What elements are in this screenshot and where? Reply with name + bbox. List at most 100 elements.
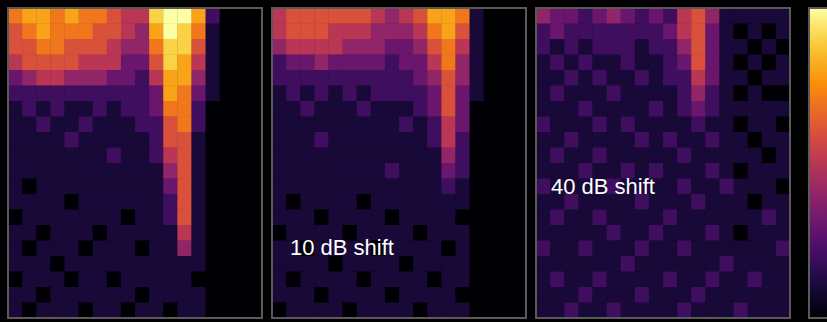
heatmap-cell (748, 86, 763, 102)
heatmap-cell (413, 55, 428, 71)
heatmap-cell (371, 163, 386, 179)
heatmap-cell (734, 225, 749, 241)
heatmap-cell (135, 287, 150, 303)
heatmap-cell (635, 303, 650, 319)
heatmap-cell (135, 70, 150, 86)
heatmap-cell (734, 179, 749, 195)
heatmap-cell (22, 117, 37, 133)
heatmap-cell (177, 179, 192, 195)
heatmap-cell (107, 241, 122, 257)
heatmap-cell (135, 101, 150, 117)
heatmap-cell (135, 225, 150, 241)
heatmap-cell (441, 86, 456, 102)
heatmap-cell (734, 163, 749, 179)
heatmap-cell (93, 163, 108, 179)
heatmap-cell (149, 225, 164, 241)
heatmap-cell (64, 8, 79, 24)
heatmap-cell (64, 241, 79, 257)
heatmap-cell (776, 117, 791, 133)
heatmap-cell (705, 70, 720, 86)
heatmap-cell (691, 55, 706, 71)
heatmap-cell (328, 70, 343, 86)
heatmap-cell (427, 117, 442, 133)
heatmap-cell (719, 24, 734, 40)
heatmap-cell (121, 55, 136, 71)
heatmap-cell (578, 272, 593, 288)
heatmap-cell (441, 163, 456, 179)
heatmap-cell (300, 39, 315, 55)
heatmap-cell (776, 86, 791, 102)
heatmap-cell (220, 39, 235, 55)
heatmap-cell (512, 303, 527, 319)
heatmap-cell (50, 225, 65, 241)
heatmap-cell (8, 179, 23, 195)
heatmap-cell (762, 272, 777, 288)
heatmap-cell (550, 132, 565, 148)
heatmap-cell (79, 241, 94, 257)
heatmap-cell (357, 194, 372, 210)
heatmap-cell (206, 179, 221, 195)
heatmap-cell (413, 179, 428, 195)
heatmap-cell (79, 194, 94, 210)
heatmap-cell (455, 101, 470, 117)
heatmap-cell (635, 39, 650, 55)
heatmap-cell (206, 24, 221, 40)
heatmap-cell (177, 148, 192, 164)
heatmap-cell (79, 210, 94, 226)
heatmap-cell (512, 117, 527, 133)
heatmap-cell (455, 287, 470, 303)
heatmap-cell (286, 24, 301, 40)
heatmap-cell (385, 24, 400, 40)
heatmap-cell (578, 256, 593, 272)
heatmap-cell (470, 194, 485, 210)
heatmap-cell (564, 86, 579, 102)
heatmap-cell (512, 272, 527, 288)
heatmap-cell (107, 101, 122, 117)
heatmap-cell (734, 39, 749, 55)
heatmap-cell (36, 241, 51, 257)
heatmap-cell (498, 241, 513, 257)
heatmap-cell (719, 287, 734, 303)
heatmap-cell (470, 163, 485, 179)
heatmap-cell (427, 86, 442, 102)
heatmap-cell (484, 210, 499, 226)
heatmap-cell (248, 225, 263, 241)
heatmap-cell (470, 303, 485, 319)
heatmap-cell (564, 24, 579, 40)
heatmap-cell (705, 117, 720, 133)
heatmap-cell (286, 8, 301, 24)
heatmap-cell (50, 241, 65, 257)
heatmap-cell (300, 163, 315, 179)
heatmap-cell (762, 55, 777, 71)
heatmap-cell (177, 8, 192, 24)
heatmap-cell (135, 132, 150, 148)
heatmap-cell (592, 101, 607, 117)
heatmap-cell (607, 148, 622, 164)
heatmap-cell (413, 86, 428, 102)
heatmap-cell (328, 272, 343, 288)
heatmap-cell (22, 210, 37, 226)
heatmap-cell (107, 256, 122, 272)
heatmap-cell (734, 210, 749, 226)
heatmap-cell (272, 39, 287, 55)
heatmap-cell (234, 24, 249, 40)
heatmap-cell (328, 163, 343, 179)
heatmap-cell (649, 132, 664, 148)
heatmap-cell (36, 256, 51, 272)
heatmap-cell (79, 225, 94, 241)
heatmap-cell (50, 287, 65, 303)
heatmap-cell (135, 303, 150, 319)
heatmap-cell (22, 55, 37, 71)
heatmap-cell (455, 8, 470, 24)
heatmap-cell (484, 39, 499, 55)
heatmap-cell (149, 55, 164, 71)
heatmap-cell (300, 24, 315, 40)
heatmap-cell (484, 70, 499, 86)
heatmap-cell (272, 272, 287, 288)
heatmap-cell (592, 148, 607, 164)
heatmap-cell (314, 163, 329, 179)
heatmap-cell (441, 132, 456, 148)
heatmap-cell (512, 8, 527, 24)
heatmap-cell (286, 163, 301, 179)
heatmap-cell (705, 163, 720, 179)
